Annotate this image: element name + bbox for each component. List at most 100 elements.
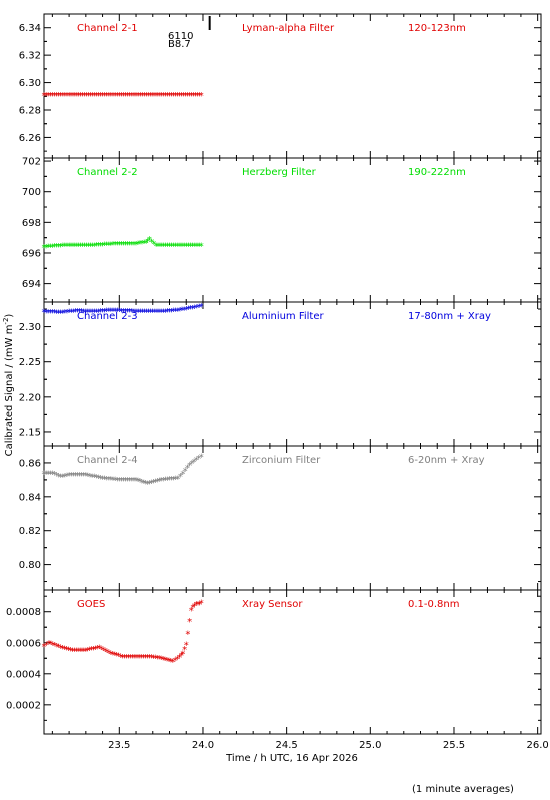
data-point: * — [50, 91, 55, 102]
data-point: * — [60, 472, 65, 483]
data-point: * — [131, 307, 136, 318]
data-point: * — [115, 91, 120, 102]
data-point: * — [165, 241, 170, 252]
y-tick-label: 6.32 — [19, 51, 41, 62]
data-point: * — [100, 474, 105, 485]
data-point: * — [140, 308, 145, 319]
data-point: * — [128, 653, 133, 664]
data-point: * — [58, 242, 63, 253]
data-point: * — [163, 307, 168, 318]
data-point: * — [42, 243, 47, 254]
data-point: * — [56, 242, 61, 253]
x-tick-label: 25.0 — [359, 740, 381, 751]
series-points: ****************************************… — [42, 598, 204, 668]
data-point: * — [183, 91, 188, 102]
band-label: 6-20nm + Xray — [408, 455, 485, 466]
data-point: * — [150, 91, 155, 102]
data-point: * — [79, 471, 84, 482]
data-point: * — [89, 645, 94, 656]
data-point: * — [86, 91, 91, 102]
data-point: * — [199, 302, 204, 313]
data-point: * — [46, 243, 51, 254]
series-points: ****************************************… — [42, 91, 204, 102]
data-point: * — [125, 91, 130, 102]
data-point: * — [197, 241, 202, 252]
data-point: * — [79, 307, 84, 318]
data-point: * — [65, 471, 70, 482]
y-tick-label: 0.84 — [19, 492, 41, 503]
panel-frame — [43, 589, 542, 735]
data-point: * — [179, 651, 184, 662]
y-axis-label-sup: -2 — [2, 318, 10, 325]
data-point: * — [106, 475, 111, 486]
data-point: * — [146, 91, 151, 102]
data-point: * — [105, 648, 110, 659]
data-point: * — [147, 479, 152, 490]
data-point: * — [194, 600, 199, 611]
data-point: * — [74, 647, 79, 658]
x-axis-label: Time / h UTC, 16 Apr 2026 — [225, 753, 358, 764]
channel-label: Channel 2-4 — [77, 455, 138, 466]
y-axis-label-close: ) — [4, 314, 15, 318]
data-point: * — [169, 475, 174, 486]
data-point: * — [143, 653, 148, 664]
data-point: * — [85, 646, 90, 657]
x-tick-label: 26.0 — [527, 740, 549, 751]
data-point: * — [157, 477, 162, 488]
data-point: * — [134, 240, 139, 251]
data-point: * — [197, 91, 202, 102]
data-point: * — [96, 307, 101, 318]
data-point: * — [97, 643, 102, 654]
data-point: * — [152, 91, 157, 102]
data-point: * — [81, 471, 86, 482]
data-point: * — [88, 308, 93, 319]
channel-label: Channel 2-2 — [77, 167, 138, 178]
data-point: * — [199, 598, 204, 609]
data-point: * — [56, 308, 61, 319]
data-point: * — [76, 241, 81, 252]
data-point: * — [100, 241, 105, 252]
band-label: 190-222nm — [408, 167, 466, 178]
data-point: * — [91, 645, 96, 656]
data-point: * — [94, 308, 99, 319]
data-point: * — [67, 308, 72, 319]
data-point: * — [135, 653, 140, 664]
y-tick-label: 0.0006 — [6, 638, 41, 649]
data-point: * — [94, 473, 99, 484]
data-point: * — [60, 242, 65, 253]
data-point: * — [52, 470, 57, 481]
data-point: * — [149, 478, 154, 489]
data-point: * — [159, 308, 164, 319]
data-point: * — [93, 644, 98, 655]
data-point: * — [163, 91, 168, 102]
data-point: * — [92, 91, 97, 102]
data-point: * — [113, 476, 118, 487]
panel-frame — [43, 157, 542, 303]
data-point: * — [181, 91, 186, 102]
data-point: * — [81, 647, 86, 658]
data-point: * — [180, 241, 185, 252]
data-point: * — [62, 91, 67, 102]
data-point: * — [117, 91, 122, 102]
panel-5: 0.0002 0.0004 0.0006 0.0008 GOES Xray Sensor 0… — [6, 589, 542, 735]
y-tick-label: 694 — [22, 279, 41, 290]
data-point: * — [153, 91, 158, 102]
y-tick-label: 698 — [22, 218, 41, 229]
data-point: * — [197, 303, 202, 314]
x-tick-label: 24.5 — [276, 740, 298, 751]
data-point: * — [137, 477, 142, 488]
data-point: * — [54, 308, 59, 319]
data-point: * — [189, 91, 194, 102]
data-point: * — [177, 241, 182, 252]
data-point: * — [161, 308, 166, 319]
data-point: * — [83, 307, 88, 318]
data-point: * — [175, 91, 180, 102]
data-point: * — [71, 307, 76, 318]
y-tick-label: 0.82 — [19, 526, 41, 537]
y-axis-label: Calibrated Signal / (mW m-2) — [2, 314, 15, 457]
data-point: * — [80, 91, 85, 102]
data-point: * — [113, 91, 118, 102]
data-point: * — [185, 630, 190, 641]
data-point: * — [60, 91, 65, 102]
data-point: * — [44, 640, 49, 651]
